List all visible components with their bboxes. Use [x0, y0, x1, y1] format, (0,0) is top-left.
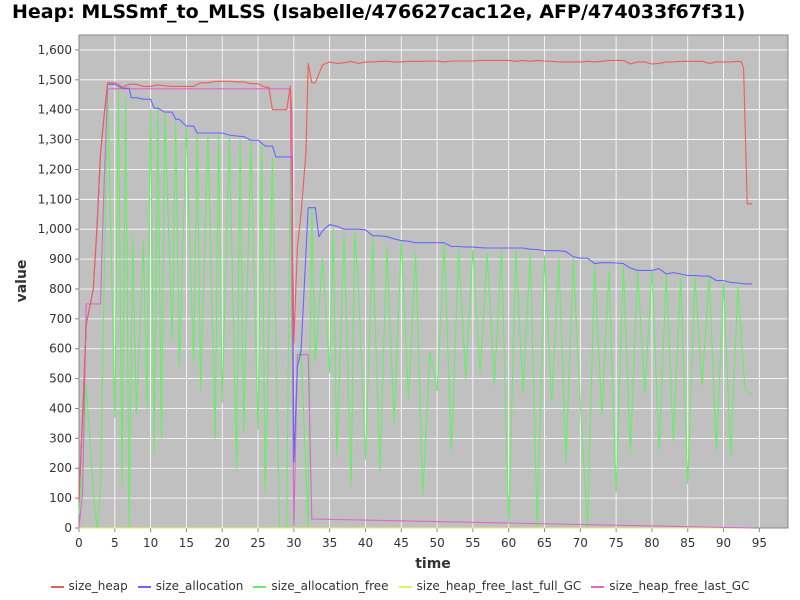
plot-background: [79, 35, 788, 528]
legend-label: size_heap_free_last_full_GC: [416, 579, 582, 593]
y-tick-label: 1,400: [38, 103, 72, 117]
y-tick-label: 1,500: [38, 73, 72, 87]
y-tick-label: 600: [49, 342, 72, 356]
legend-item: size_heap_free_last_full_GC: [398, 579, 582, 593]
x-tick-label: 10: [143, 536, 158, 550]
legend-label: size_heap: [68, 579, 128, 593]
series-line-size_allocation_free: [78, 85, 753, 529]
y-tick-label: 400: [49, 401, 72, 415]
chart-plot: 01002003004005006007008009001,0001,1001,…: [14, 34, 789, 572]
legend-swatch: [591, 585, 605, 588]
x-tick-label: 0: [75, 536, 83, 550]
x-tick-label: 40: [358, 536, 373, 550]
legend-swatch: [137, 585, 151, 588]
x-tick-label: 65: [537, 536, 552, 550]
x-tick-label: 80: [644, 536, 659, 550]
y-tick-label: 1,300: [38, 133, 72, 147]
x-tick-label: 70: [573, 536, 588, 550]
y-tick-label: 1,600: [38, 43, 72, 57]
y-tick-label: 700: [49, 312, 72, 326]
x-tick-label: 90: [716, 536, 731, 550]
y-tick-label: 200: [49, 461, 72, 475]
y-tick-label: 900: [49, 252, 72, 266]
legend-item: size_allocation_free: [253, 579, 389, 593]
y-tick-label: 0: [64, 521, 72, 535]
x-tick-label: 85: [680, 536, 695, 550]
y-tick-label: 500: [49, 372, 72, 386]
legend-item: size_heap_free_last_GC: [591, 579, 749, 593]
legend-swatch: [253, 585, 267, 588]
series-line-size_allocation: [78, 83, 753, 502]
y-tick-label: 800: [49, 282, 72, 296]
x-tick-label: 95: [752, 536, 767, 550]
x-axis-label: time: [415, 556, 451, 572]
x-tick-label: 5: [111, 536, 119, 550]
legend-label: size_allocation: [155, 579, 244, 593]
x-tick-label: 20: [215, 536, 230, 550]
x-tick-label: 75: [608, 536, 623, 550]
x-tick-label: 55: [465, 536, 480, 550]
chart-title: Heap: MLSSmf_to_MLSS (Isabelle/476627cac…: [12, 1, 746, 23]
x-tick-label: 60: [501, 536, 516, 550]
series-line-size_heap: [78, 59, 753, 502]
y-tick-label: 1,100: [38, 192, 72, 206]
x-tick-label: 50: [429, 536, 444, 550]
legend-item: size_heap: [50, 579, 128, 593]
y-tick-label: 1,200: [38, 162, 72, 176]
x-tick-label: 35: [322, 536, 337, 550]
legend-swatch: [50, 585, 64, 588]
y-tick-label: 1,000: [38, 222, 72, 236]
x-tick-label: 45: [394, 536, 409, 550]
legend-label: size_heap_free_last_GC: [609, 579, 750, 593]
y-axis-label: value: [14, 260, 30, 303]
y-tick-label: 300: [49, 431, 72, 445]
y-tick-label: 100: [49, 491, 72, 505]
x-tick-label: 30: [286, 536, 301, 550]
legend-swatch: [398, 585, 412, 588]
legend-label: size_allocation_free: [271, 579, 389, 593]
x-tick-label: 25: [250, 536, 265, 550]
legend: size_heap size_allocation size_allocation_…: [0, 579, 800, 593]
legend-item: size_allocation: [137, 579, 244, 593]
x-tick-label: 15: [179, 536, 194, 550]
